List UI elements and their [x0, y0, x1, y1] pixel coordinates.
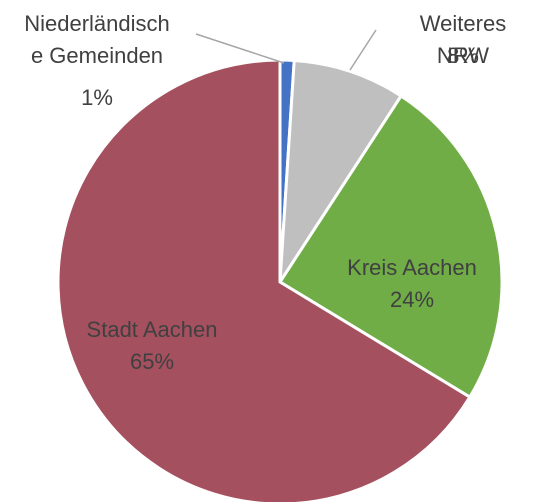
pie-slice	[56, 58, 472, 502]
leader-line	[349, 29, 377, 71]
slice-value-label: 24%	[389, 287, 435, 312]
slice-label: Niederländisch e Gemeinden	[24, 11, 170, 68]
pie-slice	[277, 93, 504, 400]
slice-value-label: 1%	[81, 85, 113, 110]
slice-value-label: 8%	[447, 43, 479, 68]
slice-label: Kreis Aachen	[347, 255, 477, 280]
slice-label: Weiteres NRW	[419, 11, 507, 68]
leader-line	[195, 33, 285, 64]
pie-slice	[278, 58, 404, 288]
slice-value-label: 65%	[129, 349, 175, 374]
slice-label: Stadt Aachen	[86, 317, 218, 342]
